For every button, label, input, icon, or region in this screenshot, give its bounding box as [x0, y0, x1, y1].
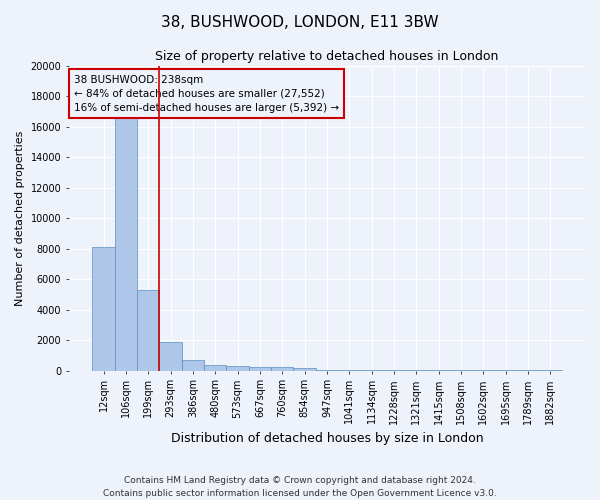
- Bar: [226, 366, 249, 370]
- Y-axis label: Number of detached properties: Number of detached properties: [15, 130, 25, 306]
- Bar: [293, 368, 316, 370]
- Bar: [204, 365, 226, 370]
- Bar: [182, 360, 204, 370]
- Title: Size of property relative to detached houses in London: Size of property relative to detached ho…: [155, 50, 499, 63]
- Bar: [160, 342, 182, 370]
- Bar: [92, 247, 115, 370]
- Bar: [115, 118, 137, 370]
- Text: 38, BUSHWOOD, LONDON, E11 3BW: 38, BUSHWOOD, LONDON, E11 3BW: [161, 15, 439, 30]
- Bar: [137, 290, 160, 370]
- Bar: [249, 367, 271, 370]
- X-axis label: Distribution of detached houses by size in London: Distribution of detached houses by size …: [170, 432, 483, 445]
- Text: Contains HM Land Registry data © Crown copyright and database right 2024.
Contai: Contains HM Land Registry data © Crown c…: [103, 476, 497, 498]
- Bar: [271, 368, 293, 370]
- Text: 38 BUSHWOOD: 238sqm
← 84% of detached houses are smaller (27,552)
16% of semi-de: 38 BUSHWOOD: 238sqm ← 84% of detached ho…: [74, 74, 339, 112]
